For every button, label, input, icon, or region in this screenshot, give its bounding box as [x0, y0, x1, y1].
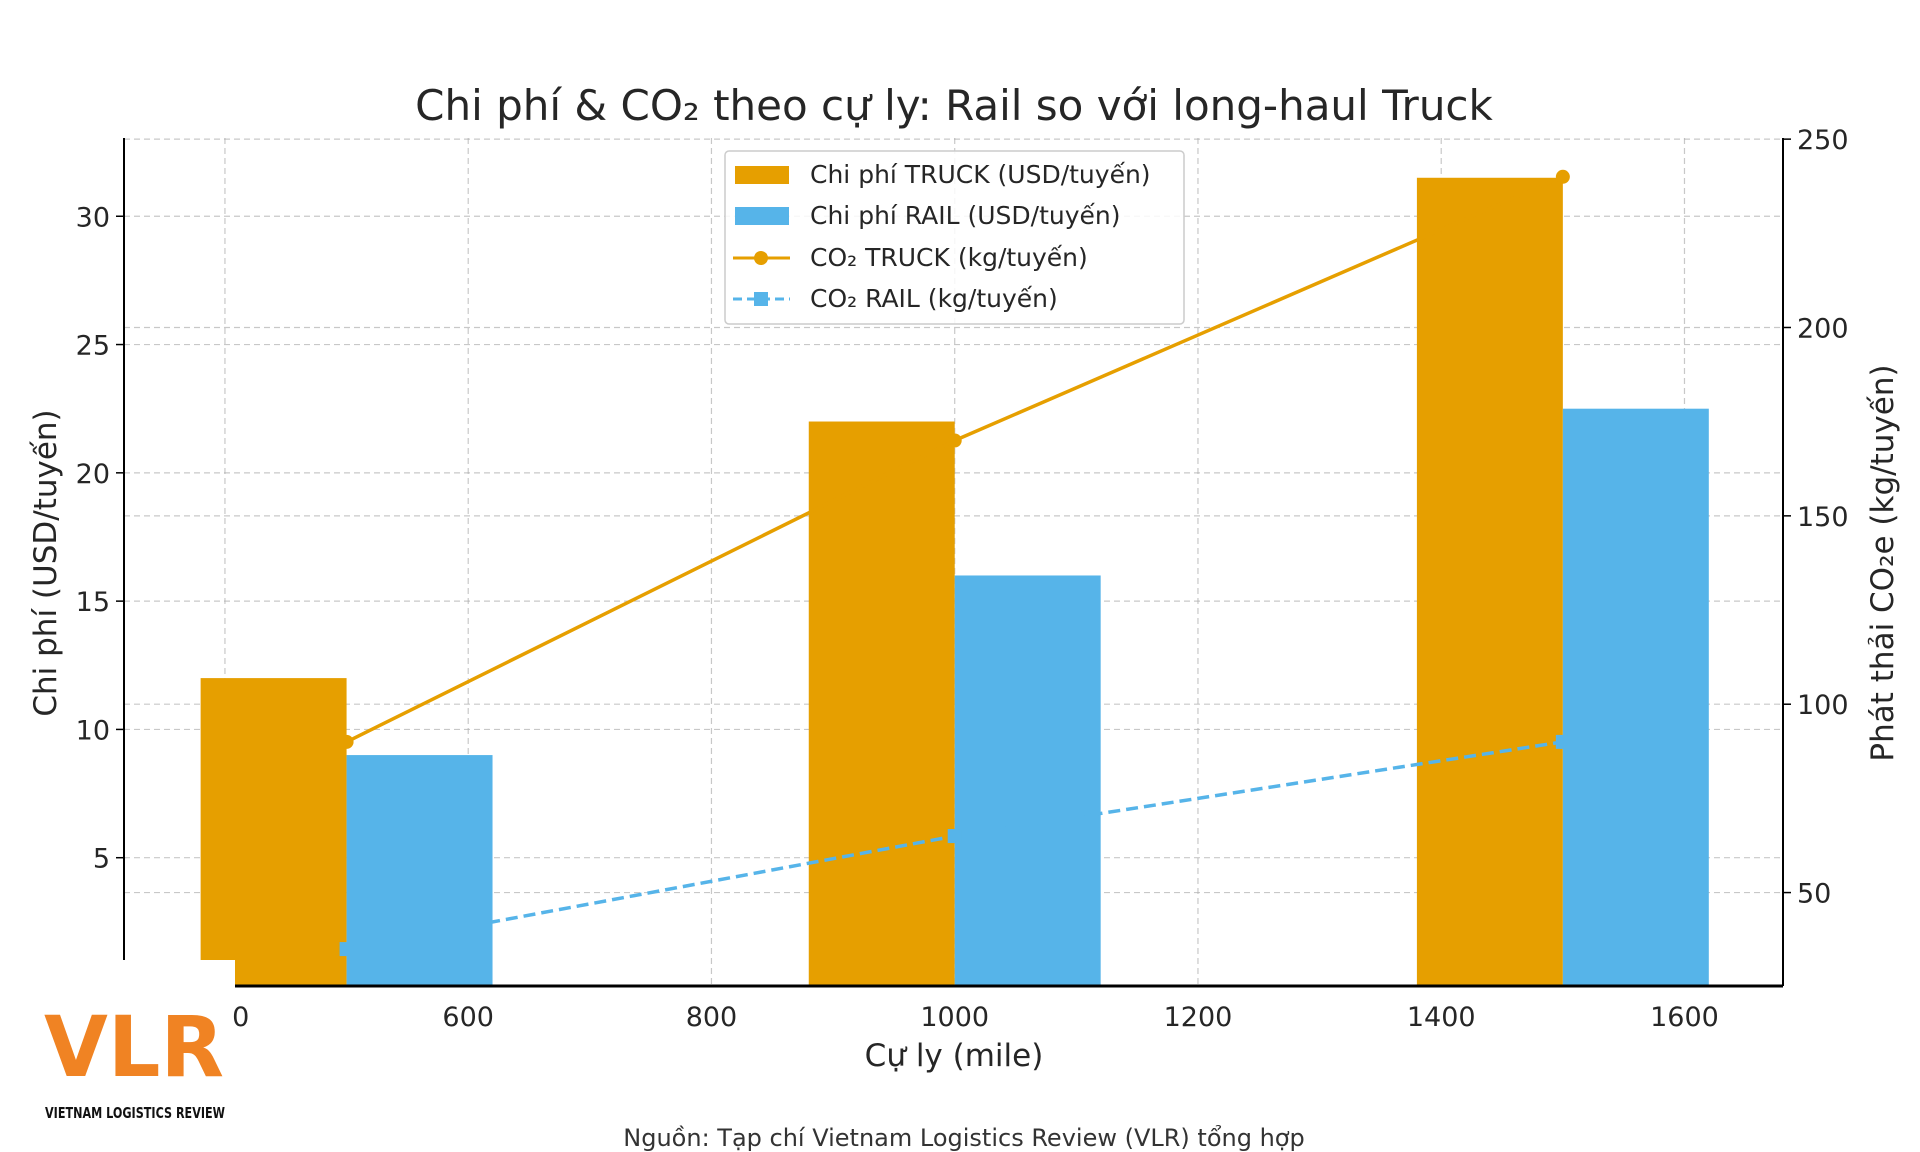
marker-truck-co2 [1555, 169, 1570, 184]
x-tick-label: 1400 [1407, 1002, 1476, 1033]
x-tick-label: 0 [232, 1002, 249, 1033]
y-axis-label: Chi phí (USD/tuyến) [28, 409, 64, 716]
vlr-logo: VLR VIETNAM LOGISTICS REVIEW [44, 998, 225, 1122]
y2-tick-label: 50 [1797, 879, 1831, 910]
x-tick-label: 600 [442, 1002, 494, 1033]
chart-title: Chi phí & CO₂ theo cự ly: Rail so với lo… [415, 81, 1493, 130]
legend-label-truck-cost: Chi phí TRUCK (USD/tuyến) [810, 160, 1151, 189]
axis-corner-mask [100, 960, 235, 986]
logo-subtitle: VIETNAM LOGISTICS REVIEW [45, 1104, 225, 1122]
lines [339, 169, 1570, 957]
legend-label-rail-co2: CO₂ RAIL (kg/tuyến) [810, 284, 1058, 313]
x-tick-label: 1600 [1650, 1002, 1719, 1033]
ticks: 0 600 800 1000 1200 1400 1600 5 10 15 20 25 30 50 100 1… [76, 125, 1849, 1033]
legend-swatch-rail-cost [735, 207, 789, 225]
y2-tick-label: 150 [1797, 502, 1849, 533]
legend-marker-rail-co2 [754, 292, 768, 306]
marker-truck-co2 [339, 734, 354, 749]
legend-label-rail-cost: Chi phí RAIL (USD/tuyến) [810, 201, 1121, 230]
legend-swatch-truck-cost [735, 166, 789, 184]
x-tick-label: 800 [686, 1002, 738, 1033]
y-tick-label: 15 [76, 587, 110, 618]
x-tick-label: 1200 [1164, 1002, 1233, 1033]
bar-truck-cost [200, 678, 347, 986]
marker-rail-co2 [947, 829, 962, 844]
legend: Chi phí TRUCK (USD/tuyến) Chi phí RAIL (… [724, 150, 1185, 325]
marker-rail-co2 [1555, 734, 1570, 749]
y2-tick-label: 100 [1797, 690, 1849, 721]
y2-tick-label: 250 [1797, 125, 1849, 156]
y-tick-label: 25 [76, 331, 110, 362]
source-note: Nguồn: Tạp chí Vietnam Logistics Review … [623, 1124, 1304, 1152]
bar-truck-cost [1416, 177, 1563, 987]
x-axis-label: Cự ly (mile) [865, 1038, 1044, 1074]
y-tick-label: 5 [93, 844, 110, 875]
y-tick-label: 30 [76, 202, 110, 233]
marker-rail-co2 [339, 942, 354, 957]
bar-rail-cost [954, 575, 1101, 986]
x-tick-label: 1000 [920, 1002, 989, 1033]
legend-label-truck-co2: CO₂ TRUCK (kg/tuyến) [810, 243, 1088, 272]
y-tick-label: 10 [76, 715, 110, 746]
bar-truck-cost [808, 421, 955, 986]
y2-tick-label: 200 [1797, 313, 1849, 344]
legend-marker-truck-co2 [754, 251, 768, 265]
bar-rail-cost [346, 755, 493, 986]
bars [200, 177, 1709, 987]
y2-axis-label: Phát thải CO₂e (kg/tuyến) [1865, 364, 1901, 761]
logo-text: VLR [44, 998, 224, 1096]
marker-truck-co2 [947, 433, 962, 448]
legend-frame [724, 150, 1185, 325]
axes [123, 138, 1784, 988]
bar-rail-cost [1562, 408, 1709, 987]
y-tick-label: 20 [76, 459, 110, 490]
